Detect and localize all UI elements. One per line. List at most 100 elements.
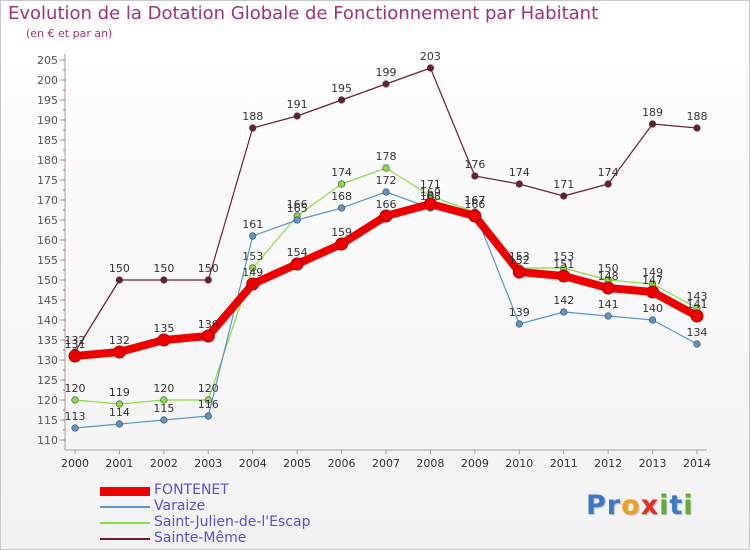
data-point-varaize — [693, 340, 701, 348]
data-point-sainte-m-me — [471, 172, 479, 180]
data-point-varaize — [71, 424, 79, 432]
data-point-saint-julien-de-l-escap — [249, 264, 257, 272]
legend-item-sainte-meme[interactable]: Sainte-Même — [100, 530, 360, 547]
data-label-fontenet: 166 — [464, 198, 485, 211]
data-point-sainte-m-me — [204, 276, 212, 284]
data-label-sainte-m-me: 203 — [420, 50, 441, 63]
x-tick-label: 2002 — [150, 457, 178, 470]
y-tick-label: 160 — [37, 234, 58, 247]
data-point-saint-julien-de-l-escap — [337, 180, 346, 188]
data-point-sainte-m-me — [160, 276, 168, 284]
data-point-varaize — [204, 412, 212, 420]
legend-swatch-fontenet — [100, 487, 150, 496]
logo-letter: i — [659, 490, 670, 521]
data-label-fontenet: 136 — [198, 318, 219, 331]
data-label-varaize: 167 — [464, 194, 485, 207]
y-tick-label: 205 — [37, 54, 58, 67]
x-tick-label: 2006 — [328, 457, 356, 470]
data-label-varaize: 161 — [242, 218, 263, 231]
legend-item-fontenet[interactable]: FONTENET — [100, 482, 360, 499]
data-label-sainte-m-me: 171 — [553, 178, 574, 191]
data-label-varaize: 116 — [198, 398, 219, 411]
data-label-sainte-m-me: 150 — [198, 262, 219, 275]
legend-label-fontenet: FONTENET — [154, 482, 229, 498]
y-tick-label: 165 — [37, 214, 58, 227]
data-point-sainte-m-me — [604, 180, 612, 188]
data-point-sainte-m-me — [693, 124, 701, 132]
y-tick-label: 140 — [37, 314, 58, 327]
data-point-varaize — [648, 316, 657, 324]
data-label-saint-julien-de-l-escap: 120 — [65, 382, 86, 395]
x-tick-label: 2003 — [194, 457, 222, 470]
data-label-varaize: 172 — [376, 174, 397, 187]
data-point-fontenet — [557, 269, 571, 283]
chart-title: Evolution de la Dotation Globale de Fonc… — [8, 3, 599, 24]
data-point-fontenet — [423, 197, 437, 211]
data-label-fontenet: 149 — [242, 266, 263, 279]
data-label-saint-julien-de-l-escap: 153 — [553, 250, 574, 263]
data-point-varaize — [293, 216, 301, 224]
y-tick-label: 130 — [37, 354, 58, 367]
data-label-sainte-m-me: 150 — [109, 262, 130, 275]
data-label-saint-julien-de-l-escap: 178 — [376, 150, 397, 163]
data-point-sainte-m-me — [515, 180, 523, 188]
data-point-saint-julien-de-l-escap — [71, 396, 79, 404]
data-label-fontenet: 151 — [553, 258, 574, 271]
y-tick-label: 200 — [37, 74, 58, 87]
data-point-fontenet — [157, 333, 171, 347]
logo-letter: r — [606, 490, 622, 521]
data-label-saint-julien-de-l-escap: 150 — [598, 262, 619, 275]
data-label-fontenet: 131 — [65, 338, 86, 351]
data-label-varaize: 140 — [642, 302, 663, 315]
data-label-varaize: 115 — [153, 402, 174, 415]
x-tick-label: 2004 — [239, 457, 267, 470]
x-tick-label: 2012 — [594, 457, 622, 470]
x-tick-label: 2011 — [550, 457, 578, 470]
data-label-fontenet: 166 — [376, 198, 397, 211]
x-tick-label: 2008 — [416, 457, 444, 470]
data-point-fontenet — [201, 329, 215, 343]
y-tick-label: 180 — [37, 154, 58, 167]
data-point-fontenet — [601, 281, 615, 295]
data-label-varaize: 134 — [687, 326, 708, 339]
data-label-varaize: 165 — [287, 202, 308, 215]
data-label-saint-julien-de-l-escap: 143 — [687, 290, 708, 303]
line-chart: 110 115 120 125 130 135 140 145 150 155 160 165 170 1… — [37, 50, 711, 470]
legend-item-saint-julien[interactable]: Saint-Julien-de-l'Escap — [100, 514, 360, 531]
data-label-sainte-m-me: 195 — [331, 82, 352, 95]
x-tick-label: 2001 — [105, 457, 133, 470]
data-label-fontenet: 132 — [109, 334, 130, 347]
y-tick-label: 135 — [37, 334, 58, 347]
y-tick-label: 185 — [37, 134, 58, 147]
y-tick-label: 190 — [37, 114, 58, 127]
data-label-varaize: 142 — [553, 294, 574, 307]
data-point-saint-julien-de-l-escap — [204, 396, 212, 404]
data-label-sainte-m-me: 199 — [376, 66, 397, 79]
y-tick-label: 145 — [37, 294, 58, 307]
data-point-varaize — [604, 312, 612, 320]
data-point-sainte-m-me — [426, 64, 435, 72]
data-point-saint-julien-de-l-escap — [160, 396, 168, 404]
legend-item-varaize[interactable]: Varaize — [100, 498, 360, 515]
y-tick-label: 155 — [37, 254, 58, 267]
legend-swatch-saint-julien — [100, 522, 150, 524]
data-point-fontenet — [379, 209, 393, 223]
y-tick-label: 120 — [37, 394, 58, 407]
logo-letter: x — [640, 490, 660, 521]
data-label-fontenet: 141 — [687, 298, 708, 311]
data-label-fontenet: 147 — [642, 274, 663, 287]
data-point-fontenet — [290, 257, 304, 271]
y-tick-label: 115 — [37, 414, 58, 427]
data-point-fontenet — [246, 277, 260, 291]
data-point-varaize — [160, 416, 168, 424]
data-point-varaize — [515, 320, 523, 328]
data-point-sainte-m-me — [293, 112, 301, 120]
data-label-saint-julien-de-l-escap: 120 — [153, 382, 174, 395]
data-label-saint-julien-de-l-escap: 119 — [109, 386, 130, 399]
data-point-varaize — [560, 308, 568, 316]
x-tick-label: 2014 — [683, 457, 711, 470]
x-tick-label: 2013 — [639, 457, 667, 470]
data-label-sainte-m-me: 189 — [642, 106, 663, 119]
data-label-fontenet: 154 — [287, 246, 308, 259]
